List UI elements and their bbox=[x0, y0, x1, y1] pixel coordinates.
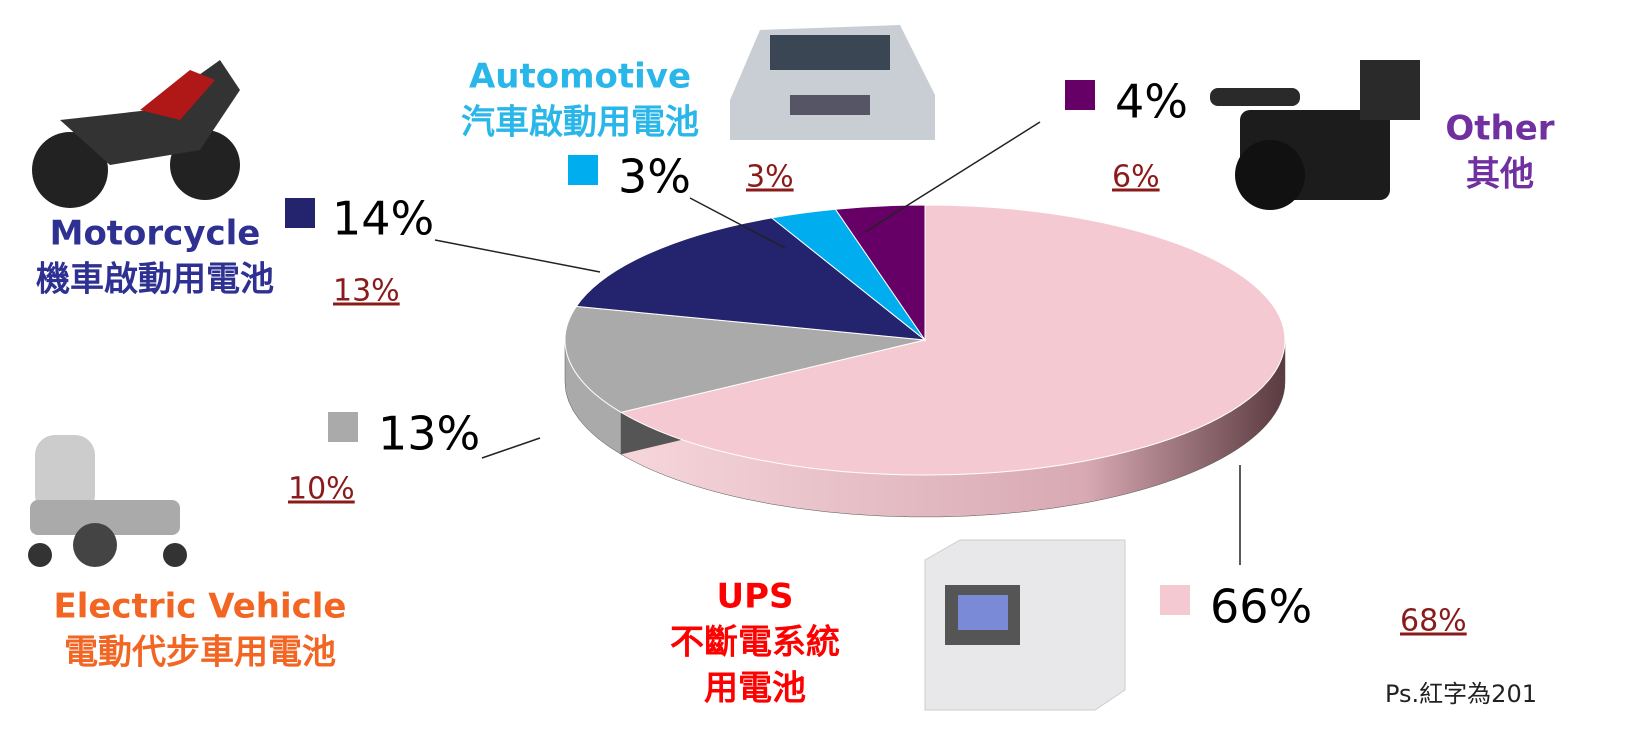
slice bbox=[619, 204, 1286, 476]
motorcycle-icon bbox=[32, 60, 240, 208]
slice bbox=[575, 217, 927, 341]
previous-value-label: 3% bbox=[746, 160, 794, 195]
pie bbox=[564, 204, 1286, 518]
category-name-zh: 其他 bbox=[1466, 155, 1534, 195]
category-name: Automotive bbox=[469, 57, 691, 97]
slice bbox=[564, 305, 926, 413]
legend-swatch bbox=[1065, 80, 1095, 110]
legend-swatch bbox=[1160, 585, 1190, 615]
camera-icon bbox=[1210, 60, 1420, 210]
value-label: 13% bbox=[378, 407, 480, 461]
car-icon bbox=[730, 25, 935, 140]
category-name-zh: 機車啟動用電池 bbox=[36, 260, 274, 300]
category-name-zh: 電動代步車用電池 bbox=[64, 633, 336, 673]
value-label: 3% bbox=[618, 150, 691, 204]
leader-line bbox=[689, 197, 786, 249]
pie-tops bbox=[564, 204, 1286, 476]
category-name: Motorcycle bbox=[50, 214, 261, 254]
leader-line bbox=[864, 121, 1041, 233]
value-label: 14% bbox=[332, 192, 434, 246]
wheelchair-icon bbox=[28, 435, 187, 567]
slice bbox=[834, 204, 926, 342]
leader-line bbox=[434, 239, 601, 273]
ups-icon bbox=[924, 539, 1126, 711]
value-label: 66% bbox=[1210, 580, 1312, 634]
legend-swatch bbox=[568, 155, 598, 185]
previous-value-label: 6% bbox=[1112, 160, 1160, 195]
footnote: Ps.紅字為201 bbox=[1385, 680, 1537, 708]
category-name-zh: 不斷電系統 bbox=[670, 623, 840, 663]
previous-value-label: 10% bbox=[288, 472, 355, 507]
category-name: UPS bbox=[716, 577, 793, 617]
legend-swatch bbox=[328, 412, 358, 442]
leader-line bbox=[481, 437, 541, 459]
category-name: Electric Vehicle bbox=[53, 587, 346, 627]
legend-swatch bbox=[285, 198, 315, 228]
category-name: Other bbox=[1445, 109, 1554, 149]
category-name-zh: 汽車啟動用電池 bbox=[461, 103, 699, 143]
previous-value-label: 13% bbox=[333, 274, 400, 309]
value-label: 4% bbox=[1115, 75, 1188, 129]
previous-value-label: 68% bbox=[1400, 604, 1467, 639]
category-name-zh: 用電池 bbox=[704, 669, 806, 709]
